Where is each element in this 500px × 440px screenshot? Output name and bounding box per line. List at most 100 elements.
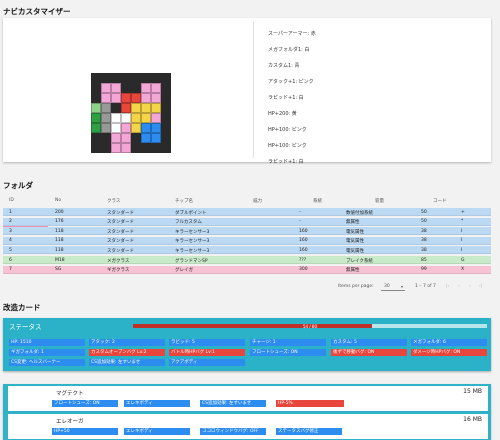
program-size: 15 MB <box>463 388 482 395</box>
row-code: I <box>461 238 463 244</box>
installed-program: アタック+1: ピンク <box>268 79 314 85</box>
grid-cell[interactable] <box>101 83 111 93</box>
row-chip-name: ダブルポイント <box>175 210 207 216</box>
installed-program: カスタム1: 青 <box>268 63 300 69</box>
col-header-attribute[interactable]: 容量 <box>375 199 384 204</box>
row-class: スタンダード <box>107 239 134 245</box>
table-row[interactable]: 7 SG ギガクラス グレイガ 300 無属性 99 X <box>3 265 491 274</box>
grid-cell[interactable] <box>121 133 131 143</box>
status-title: ステータス <box>9 323 42 331</box>
grid-cell[interactable] <box>141 113 151 123</box>
program-card[interactable]: エレオーガ 16 MB HP+50 エレキボディ ココロウィンドウバグ: OFF ステ… <box>3 412 491 440</box>
grid-cell[interactable] <box>131 123 141 133</box>
grid-cell[interactable] <box>101 113 111 123</box>
grid-cell[interactable] <box>111 143 121 153</box>
navi-customizer-card: スーパーアーマー: 赤 メガフォルダ1: 白 カスタム1: 青 アタック+1: … <box>3 18 491 165</box>
items-per-page-select[interactable]: 30 ▾ <box>381 282 405 291</box>
last-page-icon[interactable]: ›| <box>479 283 483 289</box>
program-chip: HP-5% <box>276 400 344 407</box>
grid-cell[interactable] <box>141 83 151 93</box>
table-row[interactable]: 3 118 スタンダード キラーセンサー3 160 電気属性 38 I <box>3 227 491 236</box>
status-chip: ギガフォルダ: 1 <box>9 349 85 356</box>
row-chip-name: キラーセンサー3 <box>175 229 210 235</box>
status-chip: バトル時HPバグ Lv:1 <box>169 349 245 356</box>
grid-cell[interactable] <box>121 113 131 123</box>
grid-cell[interactable] <box>151 133 161 143</box>
row-class: ギガクラス <box>107 268 130 274</box>
status-chip: メガフォルダ: 6 <box>411 339 487 346</box>
program-card-body: マグテクト 15 MB フロートシューズ: ON エレキボディ CS追加効果: 左す… <box>8 386 488 411</box>
row-attribute: ブレイク系統 <box>346 258 373 264</box>
grid-cell[interactable] <box>111 93 121 103</box>
grid-cell[interactable] <box>151 113 161 123</box>
capacity-fill <box>133 324 372 328</box>
row-attribute: 無属性 <box>346 220 360 226</box>
row-power: - <box>299 209 301 215</box>
grid-cell[interactable] <box>141 133 151 143</box>
grid-cell[interactable] <box>91 103 101 113</box>
grid-cell[interactable] <box>91 123 101 133</box>
customizer-grid[interactable] <box>91 73 171 153</box>
table-row[interactable]: 1 200 スタンダード ダブルポイント - 数値付加系統 50 + <box>3 208 491 216</box>
first-page-icon[interactable]: |‹ <box>446 283 450 289</box>
row-code: X <box>461 267 465 273</box>
prev-page-icon[interactable]: ‹ <box>458 283 460 289</box>
grid-cell[interactable] <box>141 123 151 133</box>
next-page-icon[interactable]: › <box>469 283 471 289</box>
grid-cell[interactable] <box>151 103 161 113</box>
program-chip: CS追加効果: 左すいませ <box>200 400 266 407</box>
grid-cell[interactable] <box>111 83 121 93</box>
grid-cell[interactable] <box>101 93 111 103</box>
grid-cell[interactable] <box>151 123 161 133</box>
status-chip: カスタムオープンバグ Lv:2 <box>89 349 165 356</box>
program-card[interactable]: マグテクト 15 MB フロートシューズ: ON エレキボディ CS追加効果: 左す… <box>3 384 491 413</box>
grid-cell[interactable] <box>121 103 131 113</box>
capacity-text: 54 / 80 <box>302 323 318 329</box>
grid-cell[interactable] <box>121 123 131 133</box>
col-header-no[interactable]: No <box>55 198 62 203</box>
row-id: 1 <box>9 209 12 215</box>
row-id: 5 <box>9 247 12 253</box>
col-header-chip[interactable]: チップ名 <box>175 199 193 204</box>
row-cap: 38 <box>421 238 427 244</box>
row-attribute: 無属性 <box>346 268 360 274</box>
grid-cell[interactable] <box>141 93 151 103</box>
table-row[interactable]: 6 M18 メガクラス グランドマンSP??? ブレイク系統 85 G <box>3 256 491 264</box>
row-cap: 99 <box>421 267 427 273</box>
grid-cell[interactable] <box>121 143 131 153</box>
row-cap: 38 <box>421 228 427 234</box>
grid-cell[interactable] <box>151 93 161 103</box>
table-row[interactable]: 5 118 スタンダード キラーセンサー3 160 電気属性 38 I <box>3 246 491 255</box>
grid-cell[interactable] <box>141 103 151 113</box>
col-header-class[interactable]: クラス <box>107 199 121 204</box>
customizer-divider <box>253 22 254 158</box>
table-row[interactable]: 4 118 スタンダード キラーセンサー3 160 電気属性 38 I <box>3 236 491 245</box>
folder-title: フォルダ <box>3 181 33 190</box>
col-header-element[interactable]: 系統 <box>313 199 322 204</box>
grid-cell[interactable] <box>131 93 141 103</box>
row-id: 6 <box>9 257 12 263</box>
table-row[interactable]: 2 176 スタンダード フルカスタム - 無属性 50 * <box>3 217 491 226</box>
grid-cell[interactable] <box>111 123 121 133</box>
row-code: * <box>461 219 464 225</box>
status-chip: CS追加効果: 左すいませ <box>89 359 165 366</box>
col-header-code[interactable]: コード <box>433 199 447 204</box>
grid-cell[interactable] <box>101 103 111 113</box>
col-header-id[interactable]: ID <box>9 198 14 203</box>
grid-cell[interactable] <box>101 123 111 133</box>
grid-cell[interactable] <box>151 83 161 93</box>
program-chip: HP+50 <box>52 428 118 435</box>
grid-cell[interactable] <box>131 113 141 123</box>
program-chip: エレキボディ <box>124 400 190 407</box>
grid-cell[interactable] <box>121 93 131 103</box>
program-name: エレオーガ <box>56 419 84 425</box>
installed-program: メガフォルダ1: 白 <box>268 47 310 53</box>
page-range: 1 – 7 of 7 <box>415 284 436 289</box>
grid-cell[interactable] <box>111 133 121 143</box>
row-no: SG <box>55 267 62 273</box>
grid-cell[interactable] <box>131 103 141 113</box>
grid-cell[interactable] <box>91 113 101 123</box>
program-chip: エレキボディ <box>124 428 190 435</box>
col-header-power[interactable]: 威力 <box>253 199 262 204</box>
grid-cell[interactable] <box>111 113 121 123</box>
